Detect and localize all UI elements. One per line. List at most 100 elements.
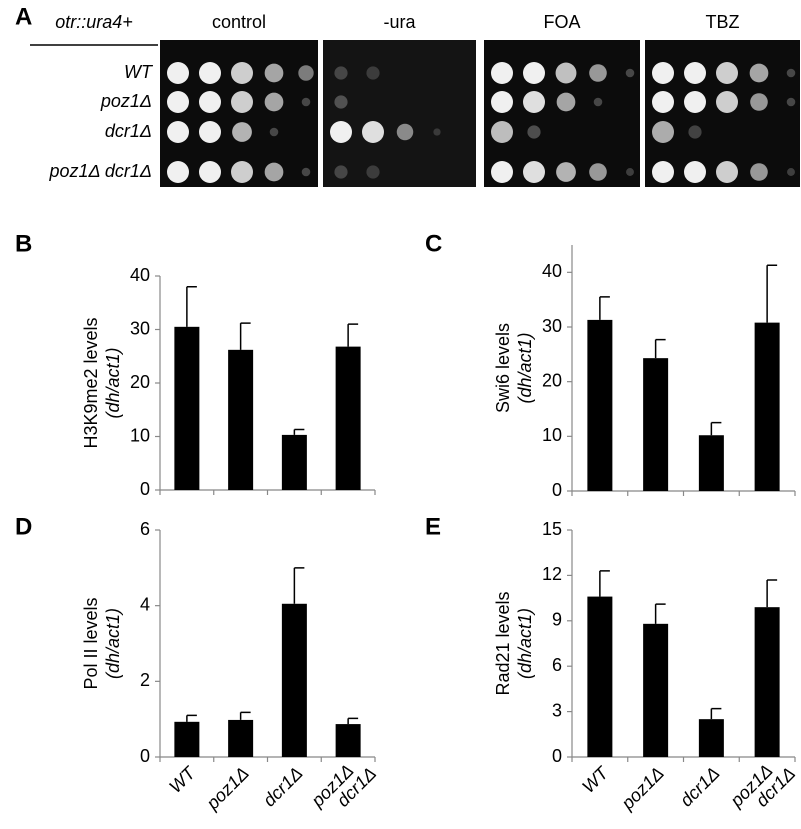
colony-spot xyxy=(366,66,380,80)
error-bar xyxy=(766,264,778,323)
panel-label: B xyxy=(15,230,32,257)
bar xyxy=(228,719,254,757)
colony-spot xyxy=(199,121,221,143)
bar xyxy=(335,724,361,757)
error-bar xyxy=(347,717,359,725)
y-tick-label: 40 xyxy=(542,261,562,281)
colony-spot xyxy=(167,62,189,84)
colony-spot xyxy=(556,162,576,182)
colony-spot xyxy=(362,121,384,143)
colony-spot xyxy=(269,127,279,137)
bar xyxy=(643,623,669,757)
y-tick-label: 0 xyxy=(552,746,562,766)
y-axis-unit: (dh/act1) xyxy=(515,608,535,679)
y-tick-label: 20 xyxy=(542,370,562,390)
colony-spot xyxy=(334,66,348,80)
colony-spot xyxy=(523,161,545,183)
colony-spot xyxy=(491,121,513,143)
x-tick-label: poz1Δ xyxy=(617,763,668,814)
medium-label: TBZ xyxy=(706,12,740,32)
x-tick-label: poz1Δdcr1Δ xyxy=(725,750,799,824)
y-tick-label: 20 xyxy=(130,372,150,392)
bar xyxy=(754,607,780,757)
panel-label: A xyxy=(15,3,32,30)
bar xyxy=(754,322,780,491)
colony-spot xyxy=(334,95,348,109)
colony-spot xyxy=(523,91,545,113)
colony-spot xyxy=(527,125,541,139)
y-axis-label: Swi6 levels xyxy=(493,323,513,413)
colony-spot xyxy=(716,62,738,84)
colony-spot xyxy=(652,91,674,113)
colony-spot xyxy=(556,92,576,112)
medium-label: FOA xyxy=(543,12,580,32)
y-tick-label: 30 xyxy=(542,316,562,336)
x-tick-label: poz1Δdcr1Δ xyxy=(306,750,380,824)
colony-spot xyxy=(199,91,221,113)
y-tick-label: 4 xyxy=(140,594,150,614)
y-axis-label: Pol II levels xyxy=(81,597,101,689)
y-tick-label: 3 xyxy=(552,700,562,720)
y-axis-unit: (dh/act1) xyxy=(103,347,123,418)
strain-label: dcr1Δ xyxy=(105,121,152,141)
colony-spot xyxy=(433,128,441,136)
error-bar xyxy=(654,603,666,624)
panel-label: E xyxy=(425,513,441,540)
bar xyxy=(698,435,724,491)
y-tick-label: 30 xyxy=(130,318,150,338)
error-bar xyxy=(710,707,722,720)
colony-spot xyxy=(396,123,414,141)
colony-spot xyxy=(298,65,314,81)
colony-spot xyxy=(199,161,221,183)
colony-spot xyxy=(231,62,253,84)
medium-label: -ura xyxy=(383,12,416,32)
colony-spot xyxy=(626,168,634,176)
y-tick-label: 6 xyxy=(140,519,150,539)
colony-spot xyxy=(232,122,252,142)
colony-spot xyxy=(652,62,674,84)
y-tick-label: 0 xyxy=(140,746,150,766)
colony-spot xyxy=(684,161,706,183)
colony-spot xyxy=(330,121,352,143)
colony-spot xyxy=(786,97,796,107)
colony-spot xyxy=(199,62,221,84)
colony-spot xyxy=(684,62,706,84)
bar xyxy=(643,358,669,491)
error-bar xyxy=(710,421,722,436)
x-tick-label: WT xyxy=(578,762,613,797)
colony-spot xyxy=(301,167,311,177)
bar xyxy=(228,349,254,490)
error-bar xyxy=(347,323,359,347)
y-axis-unit: (dh/act1) xyxy=(515,332,535,403)
strain-label: poz1Δ xyxy=(100,91,152,111)
bar xyxy=(174,721,200,757)
error-bar xyxy=(599,570,610,597)
panel-label: C xyxy=(425,230,442,257)
colony-spot xyxy=(786,68,796,78)
bar xyxy=(335,346,361,490)
x-tick-label: poz1Δ xyxy=(202,763,253,814)
error-bar xyxy=(293,428,305,435)
y-tick-label: 10 xyxy=(542,425,562,445)
colony-spot xyxy=(264,162,284,182)
colony-spot xyxy=(684,91,706,113)
colony-spot xyxy=(231,161,253,183)
strain-header: otr::ura4+ xyxy=(55,12,133,32)
y-tick-label: 0 xyxy=(140,479,150,499)
error-bar xyxy=(766,579,778,608)
colony-spot xyxy=(491,161,513,183)
bar xyxy=(281,434,307,490)
error-bar xyxy=(293,567,305,604)
colony-spot xyxy=(264,63,284,83)
colony-spot xyxy=(589,163,607,181)
panel-label: D xyxy=(15,513,32,540)
x-tick-label: dcr1Δ xyxy=(676,763,723,810)
colony-spot xyxy=(491,91,513,113)
colony-spot xyxy=(750,163,768,181)
colony-spot xyxy=(301,97,311,107)
x-tick-label: WT xyxy=(165,762,200,797)
y-tick-label: 6 xyxy=(552,655,562,675)
colony-spot xyxy=(652,121,674,143)
colony-spot xyxy=(593,97,603,107)
